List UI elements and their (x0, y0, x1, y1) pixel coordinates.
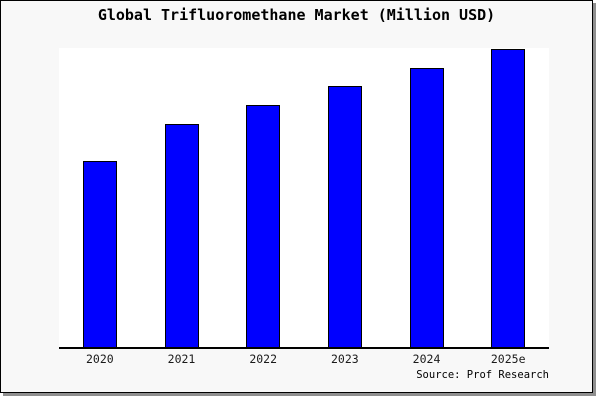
bar-slot-2021 (141, 48, 223, 348)
x-tick-label-2021: 2021 (167, 352, 196, 366)
plot-area (59, 48, 549, 349)
x-tick-label-2022: 2022 (249, 352, 278, 366)
chart-frame: Global Trifluoromethane Market (Million … (0, 0, 593, 393)
bar-slot-2022 (222, 48, 304, 348)
x-axis-labels: 2020 2021 2022 2023 2024 2025e (59, 352, 549, 366)
x-tick-label-2025e: 2025e (490, 352, 526, 366)
x-tick-label-2020: 2020 (85, 352, 114, 366)
bar-slot-2020 (59, 48, 141, 348)
x-axis-line (59, 347, 549, 349)
bar-slot-2024 (386, 48, 468, 348)
x-tick-label-2023: 2023 (331, 352, 359, 366)
source-note: Source: Prof Research (416, 369, 549, 381)
bar-2024 (409, 68, 444, 348)
bar-2020 (82, 161, 117, 348)
bar-2022 (246, 105, 281, 348)
bar-slot-2025e (467, 48, 549, 348)
x-tick-label-2024: 2024 (412, 352, 441, 366)
bar-2023 (327, 86, 362, 348)
bar-2021 (164, 124, 199, 348)
chart-title: Global Trifluoromethane Market (Million … (97, 6, 496, 24)
bar-2025e (491, 49, 526, 348)
bars-row (59, 48, 549, 348)
bar-slot-2023 (304, 48, 386, 348)
